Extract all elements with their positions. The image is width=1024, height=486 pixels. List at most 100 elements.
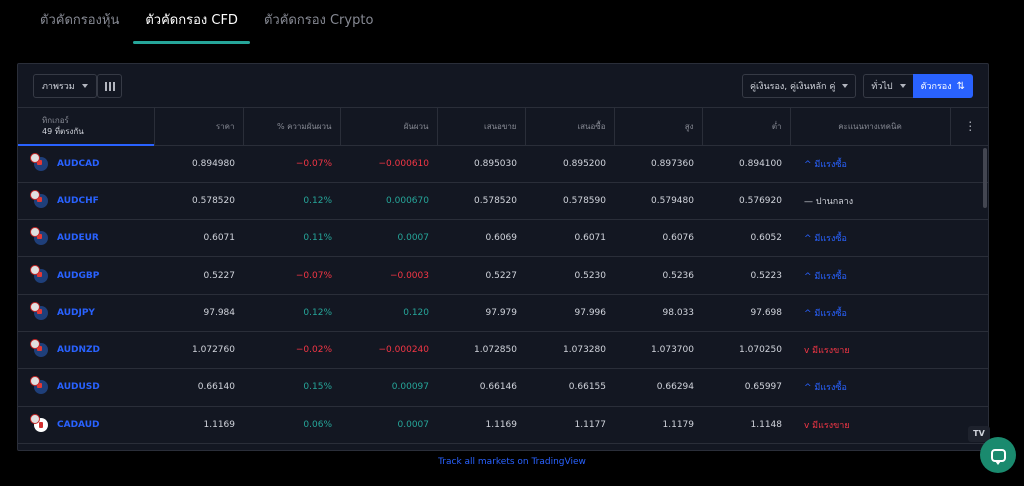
tab-cfd-screener[interactable]: ตัวคัดกรอง CFD [133, 0, 250, 44]
low-cell: 0.5223 [702, 256, 790, 295]
more-options-icon[interactable]: ⋮ [950, 108, 988, 146]
high-cell: 0.579480 [614, 182, 702, 221]
ticker-cell[interactable]: AUDGBP [18, 256, 154, 295]
change-cell: 0.00097 [340, 368, 437, 407]
header-bid[interactable]: เสนอขาย [437, 108, 526, 146]
ticker-cell[interactable]: AUDCAD [18, 145, 154, 183]
price-cell: 0.894980 [154, 145, 243, 183]
table-row[interactable]: AUDJPY 97.984 0.12% 0.120 97.979 97.996 98.033… [18, 294, 988, 332]
row-spacer [950, 182, 988, 221]
header-technical-rating[interactable]: คะแนนทางเทคนิค [790, 108, 951, 146]
ticker-link[interactable]: AUDGBP [57, 270, 100, 281]
technical-rating-cell: v มีแรงขาย [790, 406, 950, 444]
currency-flag-icon [30, 152, 48, 171]
table-row[interactable]: AUDCHF 0.578520 0.12% 0.000670 0.578520 0.578… [18, 182, 988, 221]
change-pct-cell: −0.07% [243, 256, 340, 295]
table-row[interactable]: AUDNZD 1.072760 −0.02% −0.000240 1.072850 1.0… [18, 331, 988, 370]
ticker-cell[interactable]: AUDUSD [18, 368, 154, 407]
table-row[interactable]: AUDUSD 0.66140 0.15% 0.00097 0.66146 0.66155 0… [18, 368, 988, 407]
header-price[interactable]: ราคา [154, 108, 244, 146]
change-pct-cell: 0.15% [243, 368, 340, 407]
row-spacer [950, 294, 988, 332]
ticker-link[interactable]: AUDEUR [57, 233, 99, 244]
technical-rating-cell: — ปานกลาง [790, 182, 950, 221]
ticker-cell[interactable]: AUDNZD [18, 331, 154, 370]
high-cell: 0.6076 [614, 219, 702, 258]
currency-flag-icon [30, 413, 48, 432]
ticker-cell[interactable]: AUDCHF [18, 182, 154, 221]
bid-cell: 0.66146 [437, 368, 525, 407]
header-ticker[interactable]: ทิกเกอร์ 49 ที่ตรงกัน [18, 108, 155, 146]
tab-stock-screener[interactable]: ตัวคัดกรองหุ้น [40, 13, 120, 28]
row-spacer [950, 145, 988, 183]
general-select[interactable]: ทั่วไป [863, 74, 913, 98]
change-pct-cell: 0.12% [243, 294, 340, 332]
screener-panel: ภาพรวม คู่เงินรอง, คู่เงินหลัก คู่ ทั่วไ… [17, 63, 989, 451]
table-body: AUDCAD 0.894980 −0.07% −0.000610 0.895030 0.8… [18, 145, 988, 444]
general-select-label: ทั่วไป [871, 82, 893, 92]
low-cell: 0.65997 [702, 368, 790, 407]
bid-cell: 1.072850 [437, 331, 525, 370]
bid-cell: 0.578520 [437, 182, 525, 221]
price-cell: 1.1169 [154, 406, 243, 444]
high-cell: 0.66294 [614, 368, 702, 407]
ticker-link[interactable]: CADAUD [57, 419, 100, 430]
tradingview-logo-icon[interactable]: TV [968, 426, 990, 442]
change-pct-cell: 0.11% [243, 219, 340, 258]
change-pct-cell: 0.12% [243, 182, 340, 221]
filter-sliders-icon: ⇅ [956, 80, 965, 92]
table-row[interactable]: AUDCAD 0.894980 −0.07% −0.000610 0.895030 0.8… [18, 145, 988, 183]
row-spacer [950, 331, 988, 370]
filter-button-label: ตัวกรอง [920, 82, 952, 92]
technical-rating-cell: ^ มีแรงซื้อ [790, 145, 950, 183]
header-change[interactable]: ผันผวน [340, 108, 438, 146]
ticker-link[interactable]: AUDJPY [57, 307, 95, 318]
currency-flag-icon [30, 376, 48, 395]
filter-button[interactable]: ตัวกรอง ⇅ [912, 74, 973, 98]
table-row[interactable]: AUDEUR 0.6071 0.11% 0.0007 0.6069 0.6071 0.607… [18, 219, 988, 258]
header-low[interactable]: ต่ำ [702, 108, 791, 146]
table-row[interactable]: AUDGBP 0.5227 −0.07% −0.0003 0.5227 0.5230 0.5… [18, 256, 988, 295]
view-select[interactable]: ภาพรวม [33, 74, 97, 98]
low-cell: 0.576920 [702, 182, 790, 221]
columns-button[interactable] [97, 74, 122, 98]
price-cell: 0.6071 [154, 219, 243, 258]
ticker-cell[interactable]: CADAUD [18, 406, 154, 444]
chevron-down-icon [81, 84, 88, 88]
change-pct-cell: 0.06% [243, 406, 340, 444]
low-cell: 1.070250 [702, 331, 790, 370]
currency-flag-icon [30, 227, 48, 246]
header-high[interactable]: สูง [614, 108, 703, 146]
change-pct-cell: −0.02% [243, 331, 340, 370]
change-pct-cell: −0.07% [243, 145, 340, 183]
bid-cell: 0.6069 [437, 219, 525, 258]
match-count: 49 ที่ตรงกัน [42, 127, 84, 137]
right-tools: คู่เงินรอง, คู่เงินหลัก คู่ ทั่วไป ตัวกร… [741, 74, 973, 98]
pair-type-select[interactable]: คู่เงินรอง, คู่เงินหลัก คู่ [741, 74, 857, 98]
ticker-cell[interactable]: AUDEUR [18, 219, 154, 258]
price-cell: 0.66140 [154, 368, 243, 407]
technical-rating-cell: ^ มีแรงซื้อ [790, 368, 950, 407]
ticker-link[interactable]: AUDCAD [57, 158, 100, 169]
header-ask[interactable]: เสนอซื้อ [525, 108, 615, 146]
change-cell: −0.0003 [340, 256, 437, 295]
bid-cell: 97.979 [437, 294, 525, 332]
ticker-cell[interactable]: AUDJPY [18, 294, 154, 332]
chat-button[interactable] [980, 437, 1016, 473]
ticker-link[interactable]: AUDNZD [57, 345, 100, 356]
tab-crypto-screener[interactable]: ตัวคัดกรอง Crypto [263, 13, 374, 28]
ticker-link[interactable]: AUDUSD [57, 382, 100, 393]
view-select-label: ภาพรวม [42, 82, 75, 92]
low-cell: 0.894100 [702, 145, 790, 183]
table-row[interactable]: CADAUD 1.1169 0.06% 0.0007 1.1169 1.1177 1.117… [18, 406, 988, 444]
header-change-pct[interactable]: % ความผันผวน [243, 108, 341, 146]
ask-cell: 0.5230 [525, 256, 614, 295]
ask-cell: 0.895200 [525, 145, 614, 183]
scrollbar[interactable] [983, 148, 987, 208]
high-cell: 0.897360 [614, 145, 702, 183]
track-markets-link[interactable]: Track all markets on TradingView [438, 457, 586, 467]
bid-cell: 0.895030 [437, 145, 525, 183]
ask-cell: 97.996 [525, 294, 614, 332]
ticker-link[interactable]: AUDCHF [57, 195, 99, 206]
ask-cell: 1.073280 [525, 331, 614, 370]
